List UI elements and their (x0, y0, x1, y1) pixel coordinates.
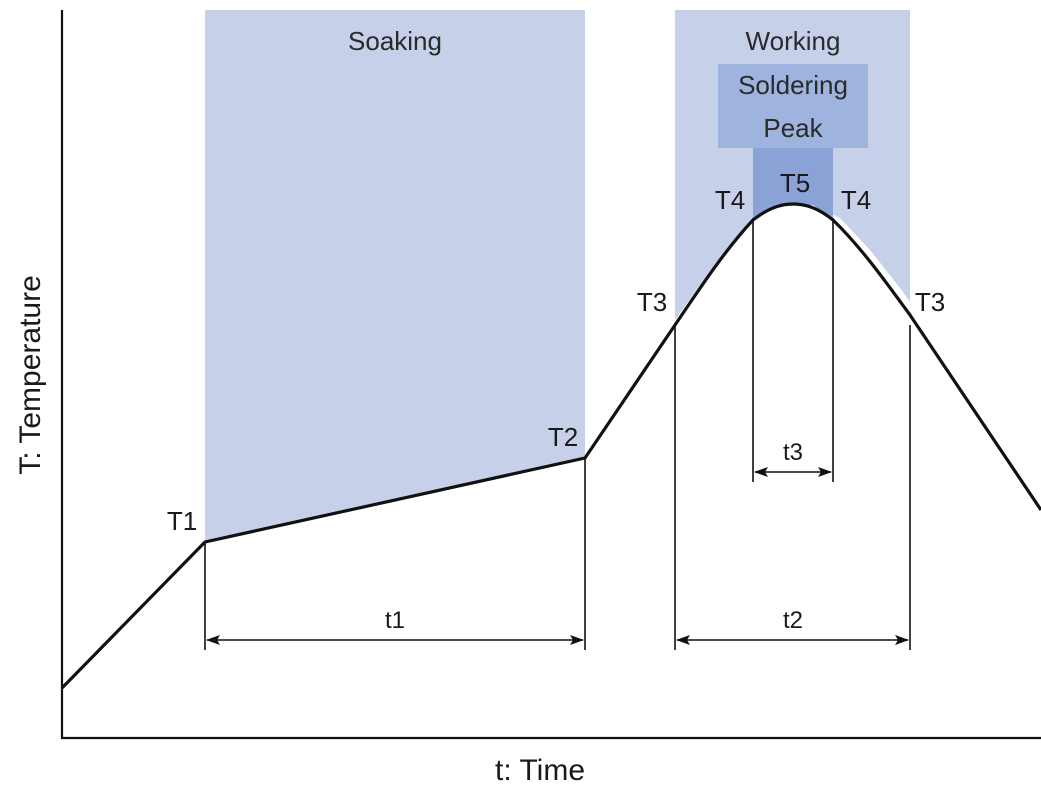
working-label: Working (746, 26, 841, 56)
soldering-label: Soldering (738, 70, 848, 100)
t2-duration-label: t2 (783, 607, 803, 634)
t3-left-temperature-label: T3 (637, 287, 667, 317)
t5-temperature-label: T5 (780, 168, 810, 198)
peak-zone (753, 148, 833, 220)
t1-temperature-label: T1 (167, 506, 197, 536)
peak-label: Peak (763, 113, 823, 143)
t4-left-temperature-label: T4 (715, 185, 745, 215)
soaking-zone (205, 10, 585, 542)
y-axis-label: T: Temperature (14, 275, 47, 475)
temperature-profile-curve (60, 202, 1041, 690)
t4-right-temperature-label: T4 (841, 185, 871, 215)
t3-right-temperature-label: T3 (915, 287, 945, 317)
t1-duration-label: t1 (385, 607, 405, 634)
x-axis-label: t: Time (495, 754, 585, 787)
soaking-label: Soaking (348, 26, 442, 56)
soldering-zone (718, 64, 868, 148)
t2-temperature-label: T2 (548, 422, 578, 452)
t3-duration-label: t3 (783, 439, 803, 466)
plot-frame (60, 10, 1041, 740)
